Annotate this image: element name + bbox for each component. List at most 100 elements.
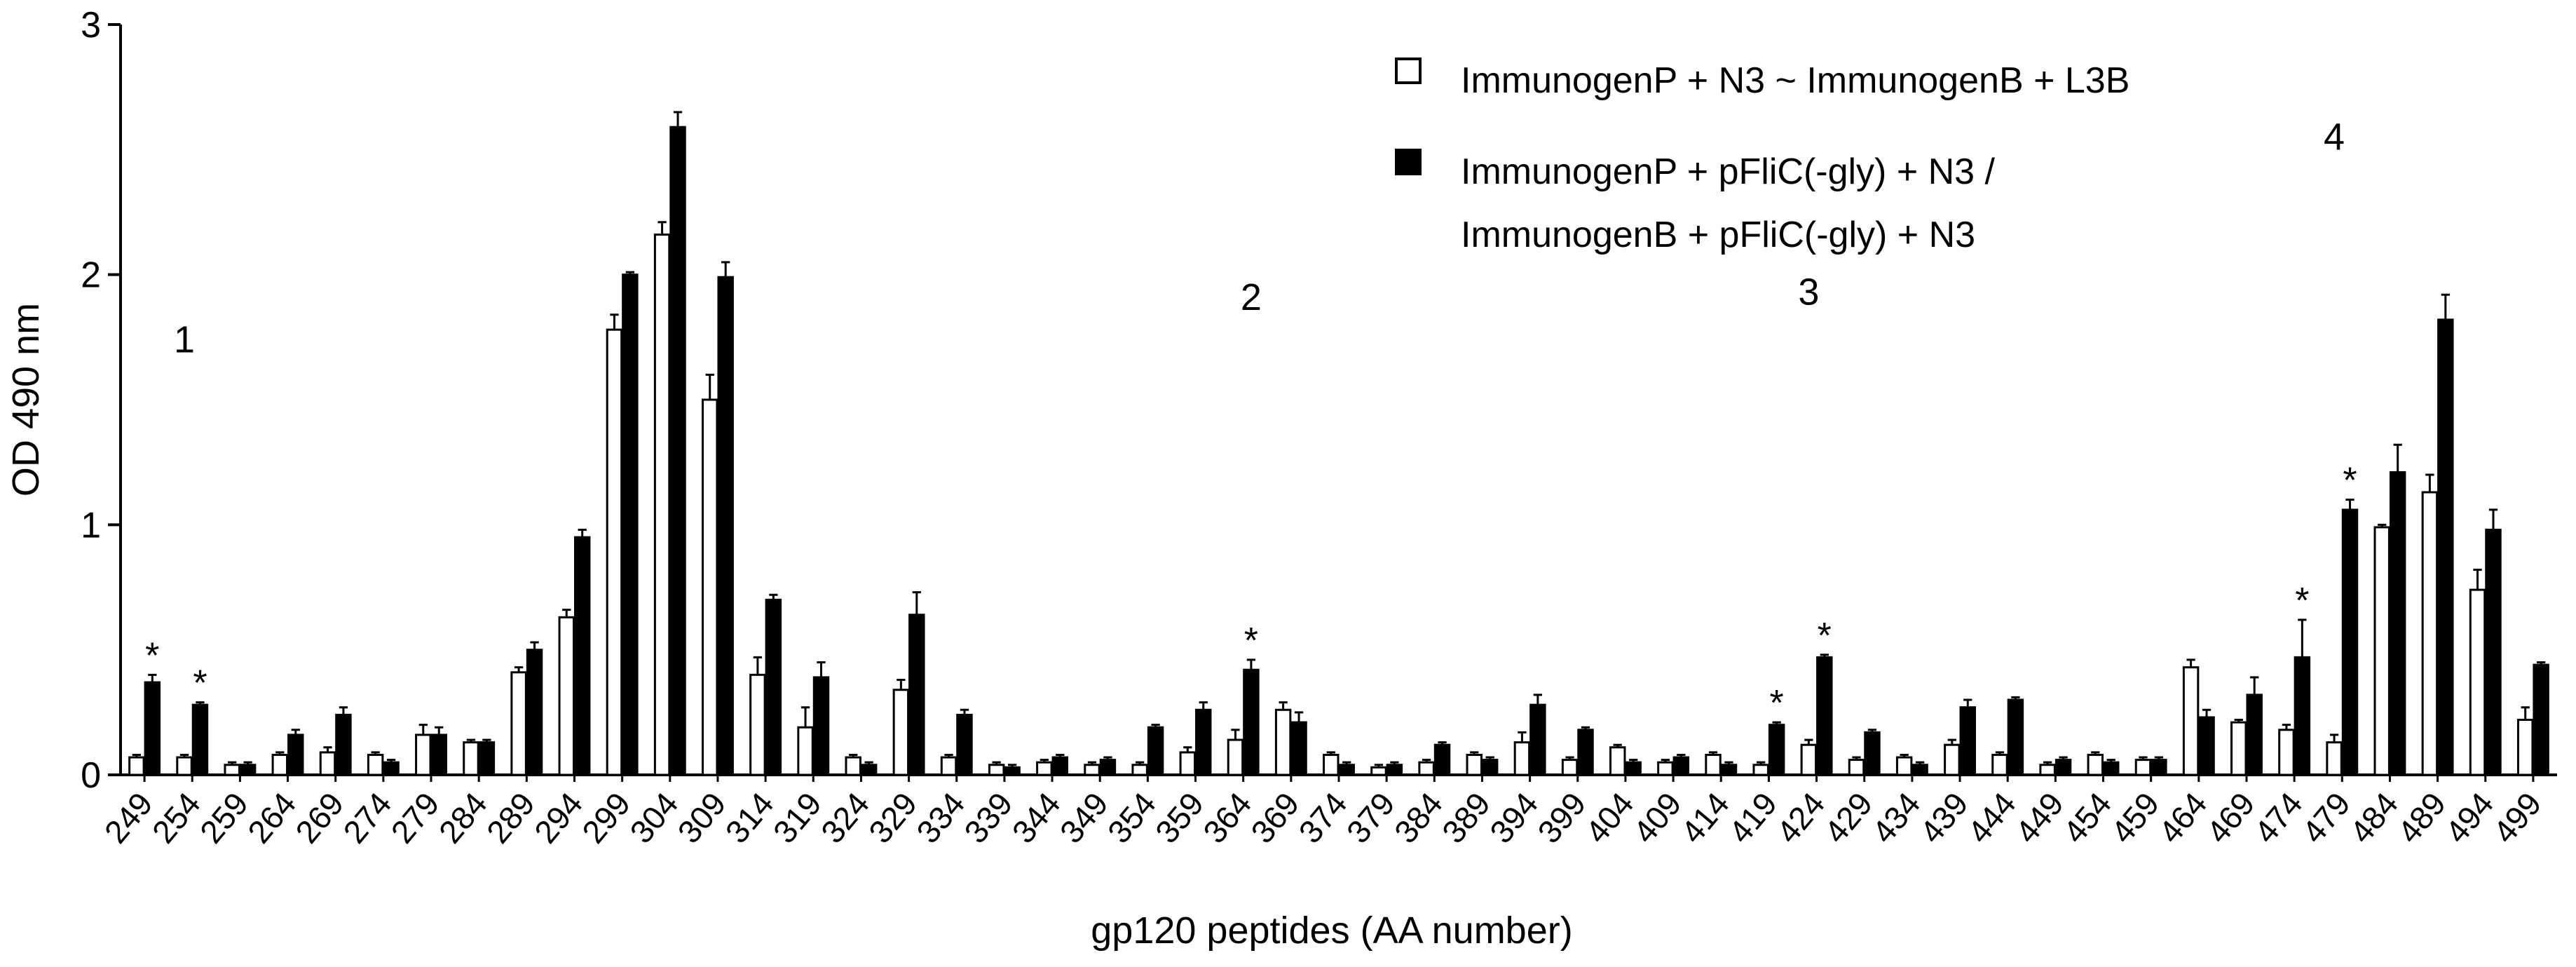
y-tick-label: 3 <box>81 5 101 46</box>
error-bar <box>1533 694 1542 705</box>
x-tick-label: 399 <box>1530 785 1593 850</box>
error-bar <box>657 221 667 235</box>
x-tick-label: 409 <box>1626 785 1689 850</box>
error-bar <box>721 261 730 278</box>
bar <box>1338 764 1355 776</box>
bar <box>224 764 240 776</box>
legend: ImmunogenP + N3 ~ ImmunogenB + L3B Immuno… <box>1395 49 2162 295</box>
bar <box>1290 721 1307 776</box>
x-tick-label: 284 <box>432 785 494 850</box>
bar <box>2389 471 2406 776</box>
bar <box>1418 761 1435 776</box>
legend-label: ImmunogenP + N3 ~ ImmunogenB + L3B <box>1461 60 2130 101</box>
y-tick-label: 1 <box>81 505 101 546</box>
x-tick-label: 464 <box>2151 785 2214 850</box>
x-tick-label: 314 <box>718 785 781 850</box>
bar <box>558 616 575 776</box>
x-tick-label: 479 <box>2295 785 2357 850</box>
x-tick-label: 329 <box>861 785 924 850</box>
x-tick-label: 459 <box>2104 785 2166 850</box>
bar <box>128 756 145 776</box>
region-label: 3 <box>1798 271 1819 313</box>
error-bar <box>800 706 810 728</box>
x-tick-label: 274 <box>336 785 398 850</box>
error-bar <box>1963 698 1972 708</box>
bar <box>191 703 209 776</box>
x-tick-label: 254 <box>145 785 207 850</box>
x-tick-label: 289 <box>479 785 542 850</box>
bar <box>988 764 1005 776</box>
x-tick-label: 494 <box>2438 785 2500 850</box>
error-bar <box>1199 701 1208 710</box>
error-bar <box>673 111 683 128</box>
bar <box>2469 588 2486 776</box>
bar <box>1991 753 2008 776</box>
x-tick-label: 349 <box>1053 785 1115 850</box>
legend-item: ImmunogenP + N3 ~ ImmunogenB + L3B <box>1395 49 2162 112</box>
x-tick-label: 319 <box>766 785 829 850</box>
y-tick-label: 0 <box>81 755 101 796</box>
bar <box>430 733 447 776</box>
bar <box>1466 753 1483 776</box>
bar <box>1323 753 1340 776</box>
bar <box>1959 706 1976 776</box>
bar <box>463 741 479 776</box>
bar <box>1577 729 1594 776</box>
bar <box>622 273 639 776</box>
legend-swatch <box>1395 149 1422 175</box>
bar <box>1147 726 1164 776</box>
bar <box>287 733 304 776</box>
bar <box>144 681 161 776</box>
x-tick-label: 489 <box>2390 785 2453 850</box>
bar <box>319 751 336 776</box>
x-tick-label: 414 <box>1674 785 1736 850</box>
bar <box>1895 756 1913 776</box>
legend-label: ImmunogenP + pFliC(-gly) + N3 / Immunoge… <box>1461 151 1995 255</box>
bar <box>239 764 257 776</box>
error-bar <box>897 678 906 690</box>
legend-swatch <box>1395 58 1422 84</box>
bar <box>2007 698 2024 776</box>
bar <box>1274 708 1292 776</box>
bar <box>1036 761 1053 776</box>
x-tick-label: 369 <box>1243 785 1306 850</box>
x-tick-label: 394 <box>1483 785 1545 850</box>
bar <box>2087 753 2104 776</box>
bar <box>1433 743 1451 776</box>
significance-star: * <box>2343 461 2357 501</box>
x-tick-label: 299 <box>575 785 637 850</box>
bar <box>1243 668 1260 776</box>
error-bar <box>1279 701 1288 710</box>
error-bar <box>1294 711 1304 723</box>
bar <box>2182 666 2200 776</box>
bar <box>526 649 543 776</box>
x-tick-label: 379 <box>1340 785 1402 850</box>
error-bar <box>912 591 921 615</box>
x-tick-label: 249 <box>97 785 160 850</box>
x-tick-label: 339 <box>957 785 1019 850</box>
region-label: 4 <box>2324 116 2345 158</box>
bar <box>2294 656 2311 776</box>
x-tick-label: 499 <box>2486 785 2548 850</box>
region-label: 1 <box>174 318 195 360</box>
error-bar <box>2473 569 2482 590</box>
x-tick-label: 449 <box>2008 785 2071 850</box>
bar <box>1051 756 1069 776</box>
bar <box>2341 508 2359 776</box>
bar <box>1099 759 1117 776</box>
x-axis-label: gp120 peptides (AA number) <box>1091 909 1572 952</box>
x-tick-label: 304 <box>622 785 685 850</box>
x-tick-label: 324 <box>814 785 876 850</box>
error-bar <box>2345 499 2354 510</box>
bar <box>2485 528 2502 776</box>
x-tick-label: 384 <box>1387 785 1450 850</box>
bar <box>1752 764 1769 776</box>
bar <box>1195 708 1212 776</box>
bar <box>367 753 384 776</box>
bar <box>2326 741 2343 776</box>
bar <box>717 276 734 776</box>
region-label: 2 <box>1241 276 1262 318</box>
error-bar <box>339 706 348 715</box>
bar <box>2054 759 2072 776</box>
x-tick-label: 454 <box>2056 785 2118 850</box>
